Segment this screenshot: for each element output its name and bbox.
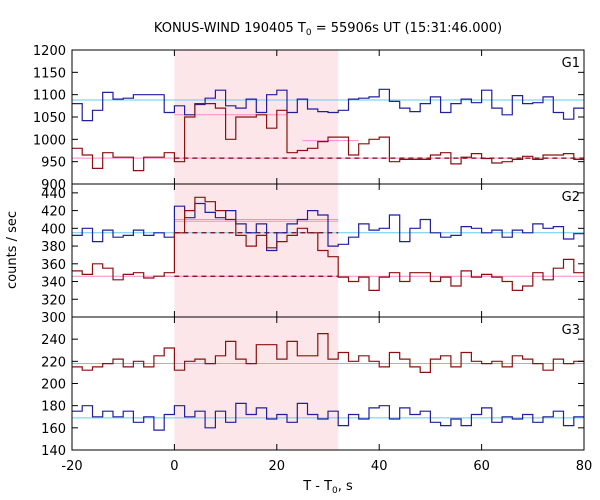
y-tick-label: 400 <box>41 222 66 237</box>
panel-g1: 900 950 1000 1050 1100 1150 1200 G1 <box>33 44 585 193</box>
y-tick-label: 1000 <box>33 133 66 148</box>
y-tick-label: 900 <box>41 178 66 193</box>
series-g3-blue <box>72 402 584 431</box>
chart-title-rest: = 55906s UT (15:31:46.000) <box>312 21 502 36</box>
y-tick-label: 220 <box>41 355 66 370</box>
y-tick-label: 950 <box>41 156 66 171</box>
y-tick-label: 200 <box>41 378 66 393</box>
series-g1-blue <box>72 88 584 122</box>
y-tick-label: 380 <box>41 240 66 255</box>
x-tick-label: 20 <box>269 459 286 474</box>
y-tick-label: 1050 <box>33 111 66 126</box>
burst-interval-shade <box>174 184 339 317</box>
y-tick-label: 1200 <box>33 44 66 59</box>
y-tick-label: 440 <box>41 187 66 202</box>
burst-interval-shade <box>174 317 339 450</box>
x-tick-label: -20 <box>61 459 82 474</box>
panel-g2: 300 320 340 360 380 400 420 440 G2 <box>41 183 585 326</box>
y-tick-label: 300 <box>41 311 66 326</box>
y-tick-label: 320 <box>41 293 66 308</box>
x-axis-label: T - T0, s <box>302 479 353 496</box>
chart-title: KONUS-WIND 190405 T0 = 55906s UT (15:31:… <box>154 21 502 38</box>
y-tick-label: 140 <box>41 444 66 459</box>
y-tick-label: 1100 <box>33 89 66 104</box>
panel-plot-area <box>72 333 584 431</box>
series-g2-red <box>72 196 584 291</box>
y-axis-label: counts / sec <box>5 211 20 289</box>
x-tick-label: 0 <box>170 459 178 474</box>
panel-label-g2: G2 <box>562 190 580 205</box>
y-tick-label: 420 <box>41 205 66 220</box>
y-tick-label: 360 <box>41 258 66 273</box>
y-tick-label: 340 <box>41 276 66 291</box>
x-tick-label: 80 <box>576 459 593 474</box>
x-tick-label: 40 <box>371 459 388 474</box>
x-tick-label: 60 <box>473 459 490 474</box>
panel-label-g3: G3 <box>562 323 580 338</box>
series-g1-red <box>72 103 584 172</box>
panels-group: 900 950 1000 1050 1100 1150 1200 G1 300 320 340 360… <box>33 44 592 474</box>
chart-title-subscript: 0 <box>306 28 312 38</box>
x-axis-label-rest: , s <box>338 479 353 494</box>
panel-plot-area <box>72 88 584 172</box>
series-g2-blue <box>72 202 584 252</box>
y-tick-label: 1150 <box>33 66 66 81</box>
series-g3-red <box>72 333 584 373</box>
y-tick-label: 160 <box>41 422 66 437</box>
y-tick-label: 240 <box>41 333 66 348</box>
y-tick-label: 180 <box>41 400 66 415</box>
x-axis-label-subscript: 0 <box>332 486 338 496</box>
panel-plot-area <box>72 196 584 291</box>
panel-label-g1: G1 <box>562 56 580 71</box>
panel-g3: 140 160 180 200 220 240 G3 <box>41 316 585 459</box>
